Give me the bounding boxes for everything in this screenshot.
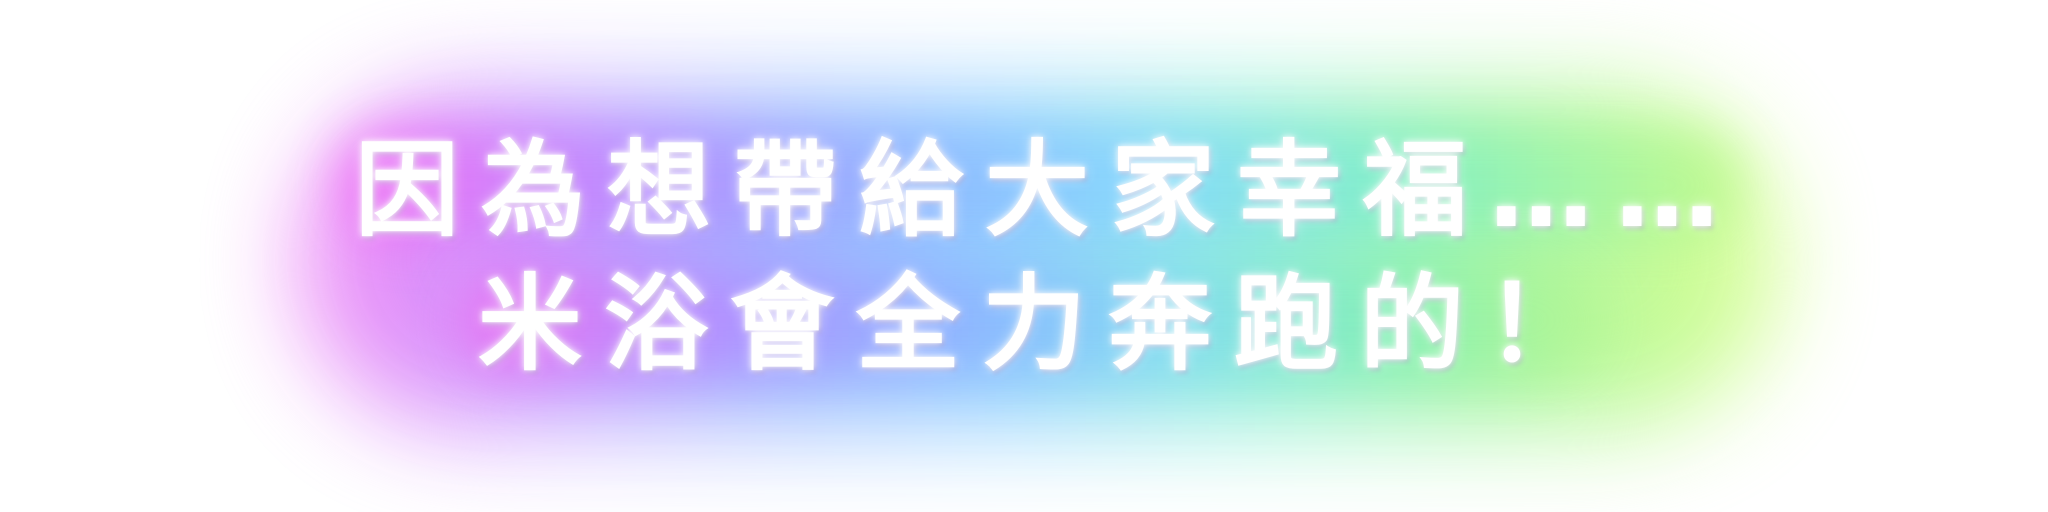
rainbow-glow-line-2: [460, 265, 1600, 375]
caption-line-1: 因為想帶給大家幸福……: [355, 129, 1742, 251]
rainbow-glow-line-1: [340, 130, 1740, 240]
caption-line-2: 米浴會全力奔跑的！: [478, 263, 1613, 385]
